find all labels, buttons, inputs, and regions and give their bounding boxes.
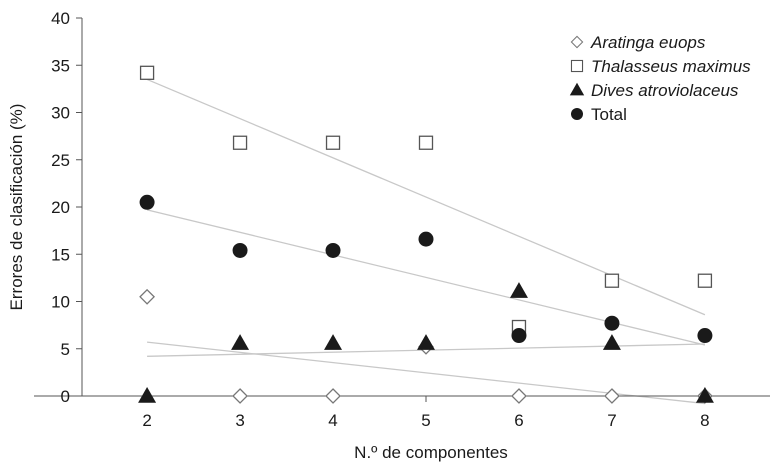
y-tick-label: 25: [51, 151, 70, 170]
legend-marker-group: [571, 108, 583, 120]
legend: Aratinga euops Thalasseus maximus Dives at…: [569, 33, 751, 124]
point-dives-atroviolaceus: [509, 282, 528, 298]
point-dives-atroviolaceus: [417, 334, 435, 350]
point-total: [697, 328, 713, 344]
point-aratinga-euops: [139, 288, 156, 305]
point-thalasseus-maximus: [325, 135, 341, 150]
y-tick-label: 30: [51, 104, 70, 123]
point-dives-atroviolaceus: [324, 334, 343, 350]
point-dives-atroviolaceus: [138, 387, 157, 403]
legend-label-aratinga-euops: Aratinga euops: [590, 33, 706, 52]
x-tick-label: 7: [607, 411, 616, 430]
legend-marker-group: [569, 82, 585, 96]
point-total: [139, 194, 155, 210]
legend-marker-total: [571, 108, 583, 120]
trendline-total: [146, 209, 706, 346]
legend-label-dives-atroviolaceus: Dives atroviolaceus: [591, 81, 739, 100]
legend-marker-thalasseus-maximus: [570, 59, 584, 73]
legend-marker-group: [570, 35, 584, 49]
point-aratinga-euops: [511, 388, 527, 404]
x-tick-label: 4: [328, 411, 337, 430]
legend-label-thalasseus-maximus: Thalasseus maximus: [591, 57, 751, 76]
x-tick-label: 2: [142, 411, 151, 430]
point-dives-atroviolaceus: [602, 334, 621, 350]
y-axis-title: Errores de clasificación (%): [7, 104, 26, 311]
y-tick-label: 40: [51, 9, 70, 28]
x-tick-label: 8: [700, 411, 709, 430]
data-points: [138, 65, 714, 404]
x-tick-label: 3: [235, 411, 244, 430]
y-tick-label: 5: [61, 340, 70, 359]
y-tick-label: 35: [51, 56, 70, 75]
point-total: [511, 328, 527, 344]
point-aratinga-euops: [604, 388, 620, 404]
x-ticks: 2 3 4 5 6 7 8: [142, 396, 710, 430]
y-tick-label: 15: [51, 245, 70, 264]
point-thalasseus-maximus: [604, 273, 620, 288]
y-tick-label: 0: [61, 387, 70, 406]
legend-label-total: Total: [591, 105, 627, 124]
point-total: [232, 242, 248, 258]
point-total: [325, 242, 341, 258]
point-dives-atroviolaceus: [695, 387, 714, 403]
y-tick-label: 20: [51, 198, 70, 217]
y-tick-label: 10: [51, 293, 70, 312]
x-tick-label: 6: [514, 411, 523, 430]
legend-marker-dives-atroviolaceus: [569, 82, 585, 96]
x-tick-label: 5: [421, 411, 430, 430]
point-aratinga-euops: [232, 388, 248, 404]
point-thalasseus-maximus: [418, 135, 434, 150]
y-ticks: 0 5 10 15 20 25 30 35 40: [51, 9, 82, 406]
x-axis-title: N.º de componentes: [354, 443, 508, 462]
point-dives-atroviolaceus: [231, 334, 250, 350]
point-thalasseus-maximus: [232, 135, 248, 150]
legend-marker-aratinga-euops: [570, 35, 584, 49]
legend-marker-group: [570, 59, 584, 73]
point-aratinga-euops: [325, 388, 341, 404]
point-thalasseus-maximus: [139, 65, 155, 80]
point-total: [604, 315, 620, 331]
point-thalasseus-maximus: [697, 273, 713, 288]
point-total: [418, 231, 434, 247]
